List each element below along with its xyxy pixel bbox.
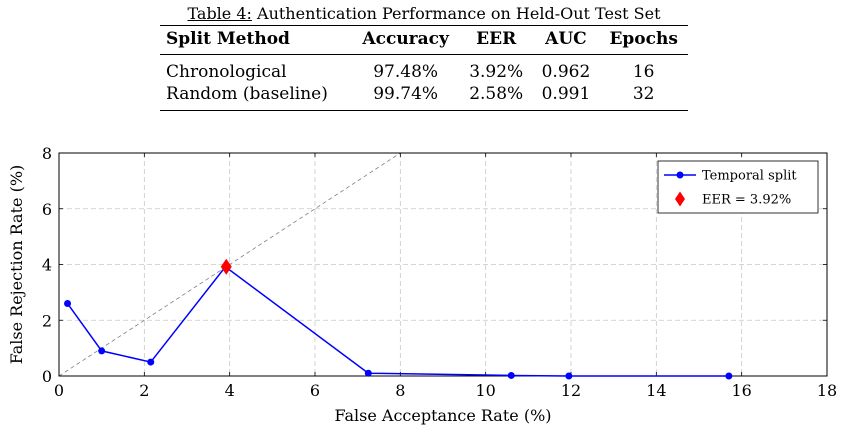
data-point bbox=[507, 371, 515, 379]
x-axis-label: False Acceptance Rate (%) bbox=[334, 406, 551, 425]
table-row: Chronological 97.48% 3.92% 0.962 16 bbox=[160, 55, 688, 84]
results-table: Split Method Accuracy EER AUC Epochs Chr… bbox=[160, 25, 688, 111]
series-temporal-split bbox=[64, 263, 733, 380]
results-table-block: Table 4: Authentication Performance on H… bbox=[160, 4, 688, 111]
eer-diamond-marker bbox=[220, 258, 232, 275]
header-auc: AUC bbox=[545, 29, 587, 49]
cell-accuracy: 99.74% bbox=[373, 84, 439, 104]
legend-box bbox=[657, 160, 819, 214]
table-caption-text: Authentication Performance on Held-Out T… bbox=[257, 4, 661, 23]
series-line bbox=[66, 265, 729, 377]
cell-split-method: Random (baseline) bbox=[166, 84, 328, 104]
data-point bbox=[725, 372, 733, 380]
legend-dot-swatch bbox=[676, 171, 684, 179]
header-epochs: Epochs bbox=[609, 29, 678, 49]
x-tick-label: 8 bbox=[395, 381, 405, 400]
x-tick-label: 14 bbox=[646, 381, 666, 400]
x-axis-ticks: 0 2 4 6 8 10 12 14 16 18 bbox=[54, 153, 837, 400]
y-axis-ticks: 0 2 4 6 8 bbox=[42, 144, 827, 386]
legend-diamond-swatch bbox=[675, 191, 685, 207]
cell-eer: 2.58% bbox=[469, 84, 524, 104]
x-tick-label: 18 bbox=[817, 381, 837, 400]
legend-label-eer: EER = 3.92% bbox=[702, 193, 791, 208]
x-tick-label: 6 bbox=[310, 381, 320, 400]
legend-label-temporal-split: Temporal split bbox=[702, 169, 797, 184]
data-point bbox=[565, 372, 573, 380]
header-split-method: Split Method bbox=[166, 29, 290, 49]
eer-marker-layer bbox=[220, 258, 232, 275]
legend: Temporal split EER = 3.92% bbox=[657, 160, 819, 214]
header-accuracy: Accuracy bbox=[362, 29, 449, 49]
data-point bbox=[147, 358, 155, 366]
frr-far-chart: 0 2 4 6 8 10 12 14 16 18 0 2 4 6 8 False Acceptance R… bbox=[7, 144, 837, 425]
x-tick-label: 12 bbox=[561, 381, 581, 400]
x-tick-label: 4 bbox=[225, 381, 235, 400]
cell-epochs: 16 bbox=[632, 62, 655, 82]
cell-split-method: Chronological bbox=[166, 62, 287, 82]
y-tick-label: 8 bbox=[42, 144, 52, 163]
table-row: Random (baseline) 99.74% 2.58% 0.991 32 bbox=[160, 83, 688, 111]
y-tick-label: 4 bbox=[42, 256, 52, 275]
x-tick-label: 10 bbox=[475, 381, 495, 400]
table-caption: Table 4: Authentication Performance on H… bbox=[160, 4, 688, 24]
table-header-row: Split Method Accuracy EER AUC Epochs bbox=[160, 25, 688, 55]
y-tick-label: 0 bbox=[42, 367, 52, 386]
cell-accuracy: 97.48% bbox=[373, 62, 439, 82]
y-tick-label: 6 bbox=[42, 200, 52, 219]
cell-auc: 0.962 bbox=[541, 62, 591, 82]
x-tick-label: 2 bbox=[139, 381, 149, 400]
data-point bbox=[364, 369, 372, 377]
cell-epochs: 32 bbox=[632, 84, 655, 104]
data-point bbox=[64, 300, 72, 308]
x-tick-label: 0 bbox=[54, 381, 64, 400]
cell-eer: 3.92% bbox=[469, 62, 524, 82]
y-tick-label: 2 bbox=[42, 311, 52, 330]
x-tick-label: 16 bbox=[731, 381, 751, 400]
table-caption-label: Table 4: bbox=[187, 4, 252, 23]
cell-auc: 0.991 bbox=[541, 84, 591, 104]
data-point bbox=[98, 347, 106, 355]
header-eer: EER bbox=[476, 29, 517, 49]
y-axis-label: False Rejection Rate (%) bbox=[7, 165, 26, 365]
